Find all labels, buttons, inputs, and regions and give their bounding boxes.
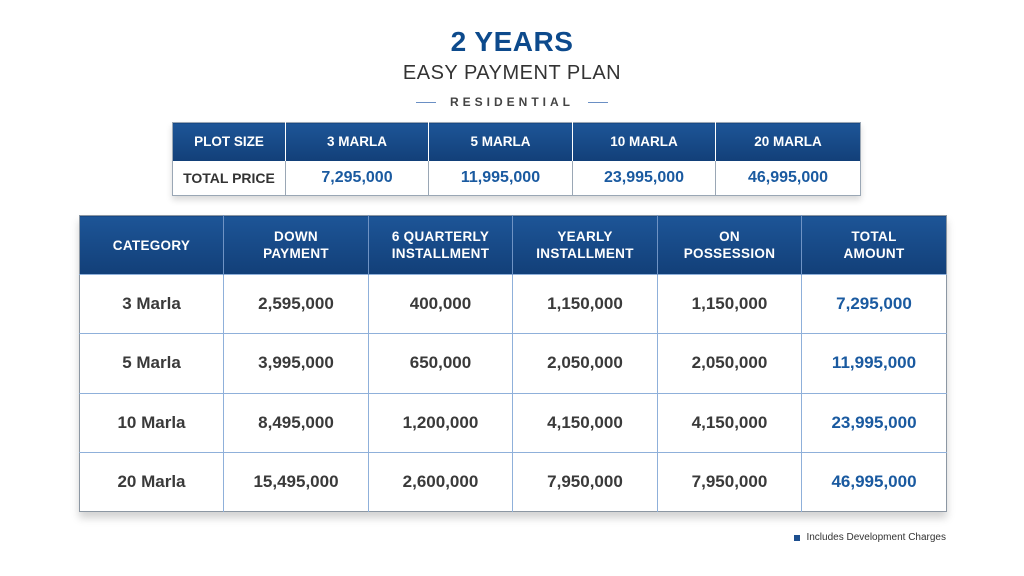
plan-table-header-row: CATEGORY DOWN PAYMENT 6 QUARTERLY INSTALLM…	[79, 215, 947, 275]
header-on-possession: ON POSSESSION	[657, 215, 802, 275]
total-price-cell: 23,995,000	[572, 160, 716, 196]
down-payment-cell: 3,995,000	[223, 333, 369, 394]
total-price-cell: 46,995,000	[715, 160, 861, 196]
on-possession-cell: 2,050,000	[657, 333, 802, 394]
header-line: YEARLY	[557, 229, 613, 245]
header-total-amount: TOTAL AMOUNT	[801, 215, 947, 275]
header-line: POSSESSION	[683, 246, 776, 262]
total-price-cell: 11,995,000	[428, 160, 573, 196]
header-line: AMOUNT	[843, 246, 905, 262]
header-category: CATEGORY	[79, 215, 224, 275]
yearly-installment-cell: 2,050,000	[512, 333, 658, 394]
header-line: INSTALLMENT	[391, 246, 490, 262]
down-payment-cell: 8,495,000	[223, 392, 369, 453]
plot-size-cell: 10 MARLA	[572, 122, 716, 161]
quarterly-installment-cell: 400,000	[368, 274, 513, 334]
quarterly-installment-cell: 650,000	[368, 333, 513, 394]
page-subtitle: EASY PAYMENT PLAN	[402, 62, 622, 84]
total-amount-cell: 7,295,000	[801, 274, 947, 334]
header-line: CATEGORY	[112, 237, 191, 253]
table-row: 3 Marla 2,595,000 400,000 1,150,000 1,15…	[79, 274, 947, 334]
on-possession-cell: 7,950,000	[657, 451, 802, 512]
divider-right	[588, 101, 608, 103]
table-row: 20 Marla 15,495,000 2,600,000 7,950,000 …	[79, 451, 947, 512]
header-line: PAYMENT	[263, 246, 329, 262]
plot-size-cell: 5 MARLA	[428, 122, 573, 161]
price-table-header-row: PLOT SIZE 3 MARLA 5 MARLA 10 MARLA 20 MA…	[172, 122, 861, 161]
down-payment-cell: 2,595,000	[223, 274, 369, 334]
total-amount-cell: 23,995,000	[801, 392, 947, 453]
total-price-cell: 7,295,000	[285, 160, 429, 196]
header-line: ON	[719, 229, 740, 245]
total-amount-cell: 11,995,000	[801, 333, 947, 394]
header-line: 6 QUARTERLY	[391, 229, 490, 245]
plot-size-cell: 3 MARLA	[285, 122, 429, 161]
header-quarterly-installment: 6 QUARTERLY INSTALLMENT	[368, 215, 513, 275]
quarterly-installment-cell: 2,600,000	[368, 451, 513, 512]
footnote: Includes Development Charges	[794, 532, 946, 543]
header-line: DOWN	[274, 229, 318, 245]
quarterly-installment-cell: 1,200,000	[368, 392, 513, 453]
page-title: 2 YEARS	[450, 26, 574, 57]
divider-left	[415, 101, 436, 103]
plot-size-label: PLOT SIZE	[172, 122, 286, 161]
price-table-value-row: TOTAL PRICE 7,295,000 11,995,000 23,995,…	[172, 160, 861, 196]
header-down-payment: DOWN PAYMENT	[223, 215, 369, 275]
plot-size-cell: 20 MARLA	[715, 122, 861, 161]
on-possession-cell: 1,150,000	[657, 274, 802, 334]
footnote-text: Includes Development Charges	[806, 532, 946, 543]
category-tag: RESIDENTIAL	[0, 95, 1024, 109]
category-cell: 3 Marla	[79, 274, 224, 334]
table-row: 5 Marla 3,995,000 650,000 2,050,000 2,05…	[79, 333, 947, 394]
category-cell: 20 Marla	[79, 451, 224, 512]
yearly-installment-cell: 4,150,000	[512, 392, 658, 453]
category-cell: 5 Marla	[79, 333, 224, 394]
payment-plan-table: CATEGORY DOWN PAYMENT 6 QUARTERLY INSTALLM…	[79, 215, 947, 512]
category-tag-label: RESIDENTIAL	[449, 95, 574, 109]
table-row: 10 Marla 8,495,000 1,200,000 4,150,000 4…	[79, 392, 947, 453]
yearly-installment-cell: 1,150,000	[512, 274, 658, 334]
total-price-label: TOTAL PRICE	[172, 160, 286, 196]
header-line: INSTALLMENT	[536, 246, 634, 262]
bullet-square-icon	[794, 534, 801, 541]
down-payment-cell: 15,495,000	[223, 451, 369, 512]
category-cell: 10 Marla	[79, 392, 224, 453]
on-possession-cell: 4,150,000	[657, 392, 802, 453]
header-yearly-installment: YEARLY INSTALLMENT	[512, 215, 658, 275]
yearly-installment-cell: 7,950,000	[512, 451, 658, 512]
price-table: PLOT SIZE 3 MARLA 5 MARLA 10 MARLA 20 MA…	[172, 122, 861, 196]
total-amount-cell: 46,995,000	[801, 451, 947, 512]
header-line: TOTAL	[851, 229, 897, 245]
